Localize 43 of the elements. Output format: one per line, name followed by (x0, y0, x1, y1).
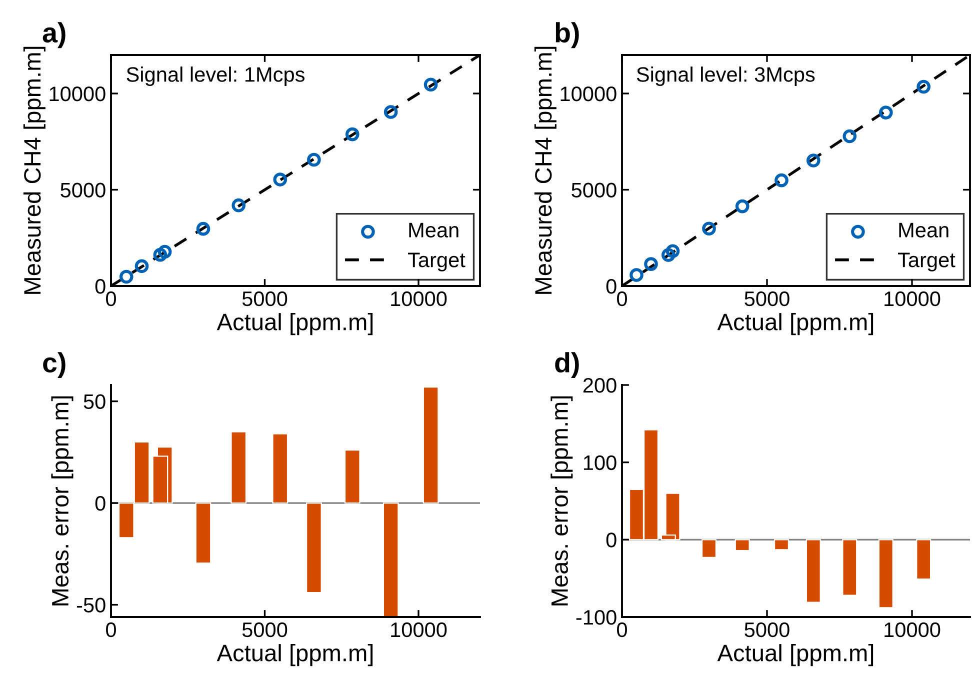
y-tick-label: 0 (606, 279, 616, 294)
x-tick-label: 0 (106, 622, 116, 638)
x-tick-label: 10000 (391, 291, 447, 306)
y-axis-title: Meas. error [ppm.m] (51, 396, 74, 606)
x-axis-title: Actual [ppm.m] (717, 313, 874, 336)
y-axis-title: Measured CH4 [ppm.m] (23, 46, 46, 294)
x-tick-label: 0 (106, 291, 116, 306)
x-tick-label: 5000 (744, 291, 790, 306)
annotation: Signal level: 3Mcps (636, 66, 815, 86)
x-tick-label: 0 (617, 291, 627, 306)
y-tick-label: 0 (95, 496, 106, 511)
x-tick-label: 0 (617, 622, 627, 638)
y-tick-label: -50 (76, 598, 106, 613)
legend-label: Mean (409, 222, 458, 238)
y-tick-label: 5000 (60, 182, 106, 198)
y-tick-label: 10000 (50, 86, 106, 102)
chart-title: b) (556, 22, 579, 48)
y-tick-label: 100 (584, 455, 616, 470)
y-tick-label: 200 (583, 378, 616, 393)
x-tick-label: 10000 (884, 622, 940, 638)
x-tick-label: 10000 (391, 622, 447, 638)
chart-title: d) (555, 352, 579, 378)
annotation: Signal level: 1Mcps (126, 66, 304, 86)
x-axis-title: Actual [ppm.m] (717, 644, 874, 666)
y-tick-label: 0 (95, 279, 106, 294)
legend-label: Target (408, 252, 466, 272)
x-tick-label: 5000 (242, 622, 288, 638)
y-tick-label: 50 (84, 394, 106, 410)
legend-label: Target (898, 252, 956, 272)
y-axis-title: Measured CH4 [ppm.m] (534, 46, 556, 294)
legend-label: Mean (899, 222, 948, 238)
x-axis-title: Actual [ppm.m] (216, 313, 373, 336)
y-tick-label: 5000 (572, 182, 616, 198)
x-tick-label: 10000 (884, 291, 940, 306)
y-axis-title: Meas. error [ppm.m] (550, 396, 573, 606)
y-tick-label: 10000 (560, 86, 616, 102)
x-tick-label: 5000 (242, 291, 288, 306)
chart-title: a) (42, 22, 66, 48)
y-tick-label: 0 (606, 532, 616, 548)
y-tick-label: -100 (576, 610, 616, 625)
x-axis-title: Actual [ppm.m] (216, 644, 373, 666)
chart-title: c) (43, 352, 66, 378)
x-tick-label: 5000 (744, 622, 790, 638)
